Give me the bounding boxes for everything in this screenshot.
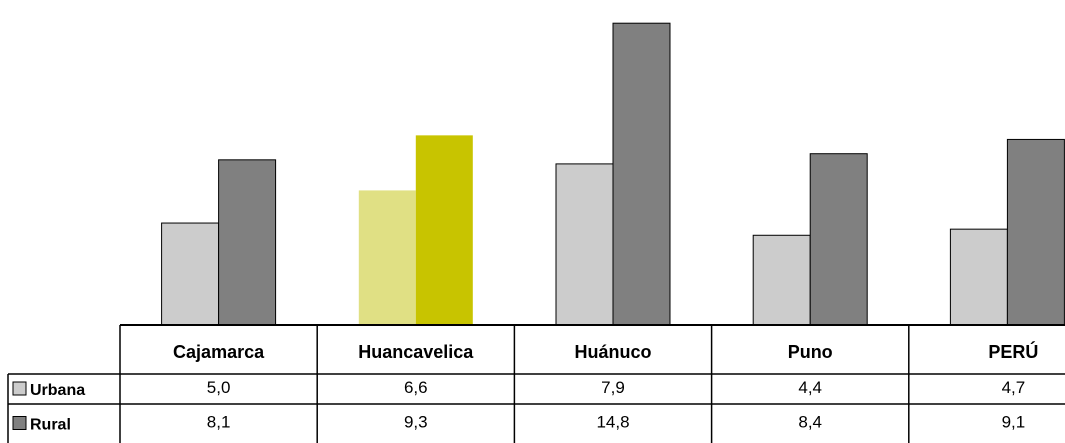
legend-swatch-urbana [12,381,27,396]
data-label-rural-3: 8,4 [798,413,822,432]
data-label-rural-2: 14,8 [596,413,629,432]
data-label-urbana-3: 4,4 [798,378,822,397]
legend-swatch-rural [12,416,27,430]
bar-rural-2 [612,22,671,326]
data-label-rural-0: 8,1 [207,413,231,432]
category-label-3: Puno [788,342,833,362]
category-label-2: Huánuco [574,342,651,362]
bar-rural-0 [218,159,277,326]
legend-label-urbana: Urbana [30,382,85,399]
bar-rural-1 [415,135,473,325]
data-label-urbana-2: 7,9 [601,378,625,397]
category-label-4: PERÚ [988,341,1038,362]
bar-urbana-4 [949,228,1008,326]
data-table: Cajamarca Huancavelica Huánuco Puno PERÚ Urba… [7,324,1065,443]
bar-urbana-2 [555,163,614,326]
category-label-1: Huancavelica [358,342,474,362]
bar-urbana-1 [358,190,416,325]
legend-label-rural: Rural [30,417,71,434]
bar-urbana-0 [161,222,220,326]
bar-urbana-3 [752,234,811,326]
bar-rural-3 [809,153,868,326]
data-label-urbana-1: 6,6 [404,378,428,397]
data-label-urbana-0: 5,0 [207,378,231,397]
category-label-0: Cajamarca [173,342,265,362]
data-label-rural-1: 9,3 [404,413,428,432]
bars-layer [161,22,1065,326]
bar-rural-4 [1006,138,1065,326]
data-label-urbana-4: 4,7 [1002,378,1026,397]
data-label-rural-4: 9,1 [1002,413,1026,432]
